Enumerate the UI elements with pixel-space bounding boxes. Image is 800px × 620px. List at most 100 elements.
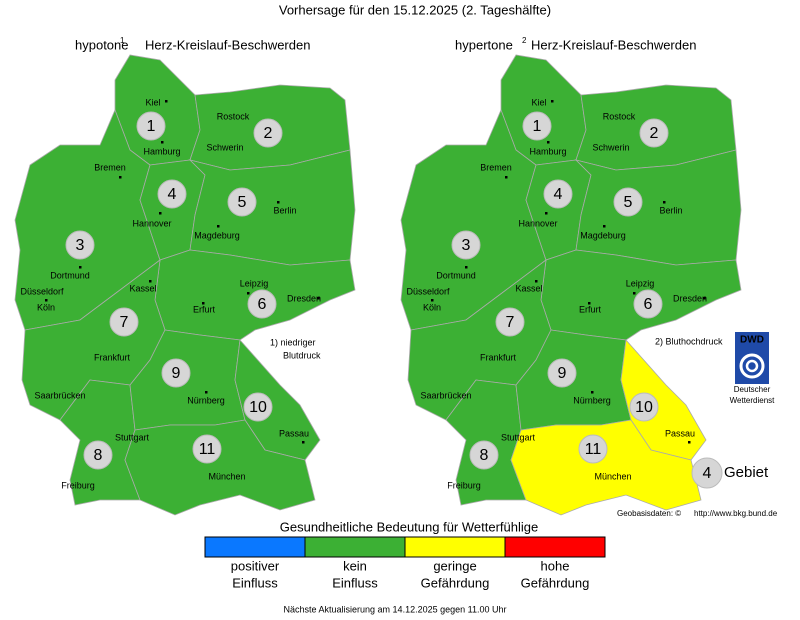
region	[124, 419, 316, 516]
city-name: Nürnberg	[187, 395, 225, 405]
key-badge	[691, 457, 723, 489]
map-subtitle: Herz-Kreislauf-Beschwerden	[531, 37, 696, 52]
logo-text: DWD	[740, 335, 764, 346]
region-badge	[633, 289, 663, 319]
logo-box	[735, 332, 769, 384]
city-name: Schwerin	[592, 142, 629, 152]
city-dot	[603, 225, 606, 228]
city-name: Saarbrücken	[34, 390, 85, 400]
city-name: Freiburg	[61, 480, 95, 490]
city-dot	[317, 297, 320, 300]
region	[510, 419, 702, 516]
legend-label: Gefährdung	[521, 575, 590, 590]
city-name: Rostock	[603, 111, 636, 121]
map-subtitle: Herz-Kreislauf-Beschwerden	[145, 37, 310, 52]
region-number: 5	[238, 194, 247, 211]
city-dot	[205, 391, 208, 394]
region-number: 2	[264, 125, 273, 142]
legend-swatch	[404, 536, 506, 558]
city-name: Erfurt	[579, 304, 602, 314]
city-dot	[149, 280, 152, 283]
city-dot	[633, 292, 636, 295]
dwd-logo	[735, 332, 769, 384]
region-number: 4	[554, 186, 563, 203]
city-name: Hannover	[132, 218, 171, 228]
legend-swatch	[304, 536, 406, 558]
map-note: 2) Bluthochdruck	[655, 336, 723, 346]
region-badge	[629, 392, 659, 422]
city-name: Magdeburg	[580, 230, 626, 240]
city-dot	[45, 299, 48, 302]
city-dot	[431, 299, 434, 302]
city-name: Hamburg	[529, 146, 566, 156]
region-badge	[639, 118, 669, 148]
city-dot	[551, 100, 554, 103]
city-dot	[302, 441, 305, 444]
germany-map	[400, 54, 742, 516]
city-dot	[663, 201, 666, 204]
city-name: Dresden	[673, 293, 707, 303]
region-badge	[451, 230, 481, 260]
city-name: Kassel	[515, 283, 542, 293]
page-title: Vorhersage für den 15.12.2025 (2. Tagesh…	[279, 2, 551, 17]
city-dot	[703, 297, 706, 300]
region-number: 1	[147, 118, 156, 135]
region-badge	[547, 358, 577, 388]
city-name: Dresden	[287, 293, 321, 303]
city-dot	[119, 176, 122, 179]
legend-label: Gefährdung	[421, 575, 490, 590]
city-name: Dortmund	[436, 270, 476, 280]
legend-label: geringe	[433, 558, 476, 573]
region-badge	[157, 179, 187, 209]
region-number: 4	[168, 186, 177, 203]
region-badge	[543, 179, 573, 209]
region-number: 8	[480, 447, 489, 464]
region-number: 7	[120, 314, 129, 331]
city-name: Frankfurt	[480, 352, 517, 362]
legend-label: positiver	[231, 558, 280, 573]
city-name: Freiburg	[447, 480, 481, 490]
map-title-superscript: 1	[120, 36, 125, 45]
city-name: Düsseldorf	[406, 286, 450, 296]
legend-swatch	[204, 536, 306, 558]
city-dot	[465, 266, 468, 269]
city-name: Magdeburg	[194, 230, 240, 240]
region-number: 2	[650, 125, 659, 142]
city-name: Kassel	[129, 283, 156, 293]
region-badge	[136, 111, 166, 141]
city-dot	[588, 302, 591, 305]
source-link[interactable]: http://www.bkg.bund.de	[694, 509, 778, 518]
legend-title: Gesundheitliche Bedeutung für Wetterfühl…	[280, 519, 538, 534]
city-name: Passau	[665, 428, 695, 438]
city-dot	[535, 280, 538, 283]
map-title: hypertone	[455, 37, 513, 52]
region-number: 5	[624, 194, 633, 211]
region-number: 6	[644, 296, 653, 313]
region-badge	[247, 289, 277, 319]
city-name: Bremen	[480, 162, 512, 172]
city-dot	[161, 141, 164, 144]
city-name: Stuttgart	[501, 432, 536, 442]
legend-swatch	[504, 536, 606, 558]
legend-label: kein	[343, 558, 367, 573]
region-number: 9	[172, 365, 181, 382]
city-dot	[547, 141, 550, 144]
region-number: 1	[533, 118, 542, 135]
city-dot	[247, 292, 250, 295]
city-name: Kiel	[145, 97, 160, 107]
city-name: Leipzig	[240, 278, 269, 288]
region-number: 3	[462, 237, 471, 254]
map-title: hypotone	[75, 37, 129, 52]
city-name: Erfurt	[193, 304, 216, 314]
region-badge	[522, 111, 552, 141]
city-dot	[165, 100, 168, 103]
region-number: 8	[94, 447, 103, 464]
logo-swirl	[739, 353, 765, 379]
footer: Nächste Aktualisierung am 14.12.2025 geg…	[284, 604, 507, 614]
region-badge	[109, 307, 139, 337]
key-text: Gebiet	[724, 464, 769, 481]
city-name: Passau	[279, 428, 309, 438]
city-name: Nürnberg	[573, 395, 611, 405]
